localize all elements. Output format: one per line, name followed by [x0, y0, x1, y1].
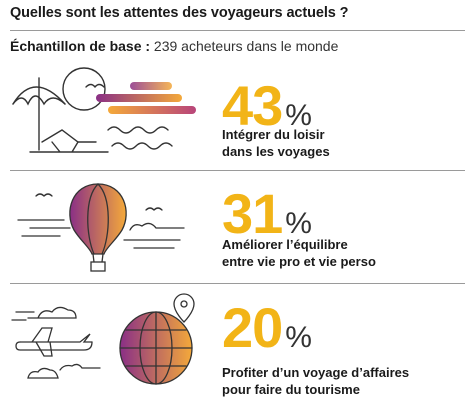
- stat-number-1: 43: [222, 74, 283, 137]
- stat-description-2-line1: Améliorer l’équilibre: [222, 237, 348, 252]
- stat-description-3: Profiter d’un voyage d’affaires pour fai…: [222, 364, 409, 398]
- stat-description-2: Améliorer l’équilibre entre vie pro et v…: [222, 236, 376, 270]
- beach-sunset-icon: [12, 67, 196, 153]
- stat-number-3: 20: [222, 296, 283, 359]
- stat-number-2: 31: [222, 182, 283, 245]
- stat-description-2-line2: entre vie pro et vie perso: [222, 254, 376, 269]
- sample-value: 239 acheteurs dans le monde: [153, 38, 339, 54]
- stat-unit-2: %: [285, 207, 312, 240]
- stat-unit-3: %: [285, 321, 312, 354]
- hot-air-balloon-icon: [17, 183, 185, 272]
- stat-value-1: 43%: [222, 78, 312, 134]
- stat-description-1-line2: dans les voyages: [222, 144, 330, 159]
- title-divider: [10, 30, 465, 31]
- stat-description-3-line1: Profiter d’un voyage d’affaires: [222, 365, 410, 380]
- section-divider-1: [10, 170, 465, 171]
- sample-line: Échantillon de base : 239 acheteurs dans…: [10, 38, 338, 54]
- airplane-globe-icon: [11, 293, 195, 385]
- stat-description-3-line2: pour faire du tourisme: [222, 382, 360, 397]
- page-title: Quelles sont les attentes des voyageurs …: [10, 5, 349, 21]
- stat-value-2: 31%: [222, 186, 312, 242]
- section-divider-2: [10, 283, 465, 284]
- stat-description-1: Intégrer du loisir dans les voyages: [222, 126, 330, 160]
- stat-unit-1: %: [285, 99, 312, 132]
- sample-label: Échantillon de base :: [10, 38, 151, 54]
- stat-value-3: 20%: [222, 300, 312, 356]
- stat-description-1-line1: Intégrer du loisir: [222, 127, 325, 142]
